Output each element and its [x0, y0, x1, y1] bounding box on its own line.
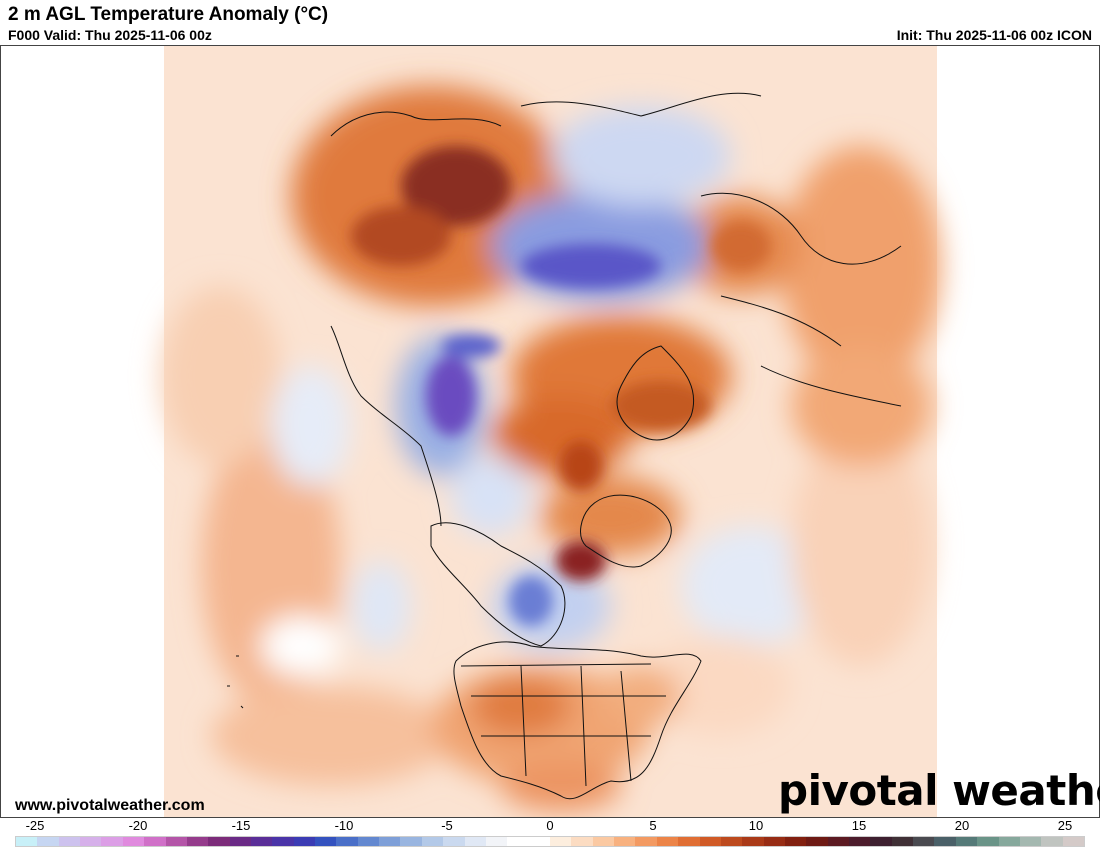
- legend-swatch: [998, 837, 1020, 846]
- legend-swatch: [870, 837, 892, 846]
- legend-swatch: [742, 837, 764, 846]
- map-panel[interactable]: [0, 45, 1100, 818]
- legend-swatch: [58, 837, 81, 846]
- site-url[interactable]: www.pivotalweather.com: [15, 797, 205, 814]
- legend-swatch: [913, 837, 935, 846]
- legend-swatch: [293, 837, 316, 846]
- legend-swatch: [464, 837, 486, 846]
- legend-swatch: [678, 837, 700, 846]
- legend-swatch: [571, 837, 593, 846]
- legend-swatch: [122, 837, 145, 846]
- legend-ticks: -25 -20 -15 -10 -5 0 5 10 15 20 25: [0, 818, 1100, 834]
- legend-swatch: [250, 837, 273, 846]
- legend-swatch: [144, 837, 166, 846]
- legend-swatch: [165, 837, 187, 846]
- legend-swatch: [186, 837, 209, 846]
- legend-swatch: [16, 837, 38, 846]
- legend-swatch: [827, 837, 850, 846]
- legend-swatch: [229, 837, 251, 846]
- legend-tick-label: -10: [334, 818, 354, 833]
- legend-swatch: [101, 837, 123, 846]
- legend-swatch: [806, 837, 828, 846]
- legend-tick-label: -25: [25, 818, 45, 833]
- legend-swatch: [357, 837, 380, 846]
- legend-swatch: [763, 837, 785, 846]
- legend-swatch: [80, 837, 102, 846]
- legend-swatch: [656, 837, 679, 846]
- legend-swatch: [37, 837, 59, 846]
- legend-swatch: [549, 837, 572, 846]
- legend-swatch: [336, 837, 358, 846]
- legend-swatch: [528, 837, 550, 846]
- legend-swatch: [443, 837, 465, 846]
- legend-tick-label: -15: [231, 818, 251, 833]
- brand-logo: pivotal weather: [778, 766, 1100, 815]
- legend-tick-label: 15: [851, 818, 867, 833]
- legend-swatch: [891, 837, 914, 846]
- coastlines: [227, 92, 902, 800]
- legend-swatch: [614, 837, 636, 846]
- init-time: Init: Thu 2025-11-06 00z ICON: [896, 27, 1092, 43]
- legend-swatch: [934, 837, 956, 846]
- anomaly-field: [161, 46, 941, 817]
- legend-tick-label: -20: [128, 818, 148, 833]
- legend-swatch: [592, 837, 615, 846]
- legend-swatch: [635, 837, 657, 846]
- legend-swatch: [720, 837, 743, 846]
- legend-swatch: [208, 837, 230, 846]
- legend-swatch: [507, 837, 529, 846]
- legend-swatch: [784, 837, 807, 846]
- legend-swatch: [977, 837, 999, 846]
- legend-swatch: [421, 837, 444, 846]
- legend-swatch: [1019, 837, 1042, 846]
- anomaly-map: [161, 46, 941, 817]
- legend-swatch: [955, 837, 978, 846]
- legend-swatch: [400, 837, 422, 846]
- legend-tick-label: 20: [954, 818, 970, 833]
- legend-swatch: [485, 837, 508, 846]
- legend-swatch: [315, 837, 337, 846]
- legend-tick-label: 5: [649, 818, 657, 833]
- legend-swatch: [699, 837, 721, 846]
- legend-swatch: [272, 837, 294, 846]
- legend-tick-label: 0: [546, 818, 554, 833]
- legend-colorbar: [15, 836, 1085, 847]
- legend-tick-label: 10: [748, 818, 764, 833]
- legend-swatch: [379, 837, 401, 846]
- legend-swatch: [1041, 837, 1063, 846]
- map-title: 2 m AGL Temperature Anomaly (°C): [8, 4, 329, 25]
- valid-time: F000 Valid: Thu 2025-11-06 00z: [8, 27, 212, 43]
- legend-swatch: [1062, 837, 1084, 846]
- legend-tick-label: -5: [441, 818, 453, 833]
- legend-swatch: [849, 837, 871, 846]
- legend-tick-label: 25: [1057, 818, 1073, 833]
